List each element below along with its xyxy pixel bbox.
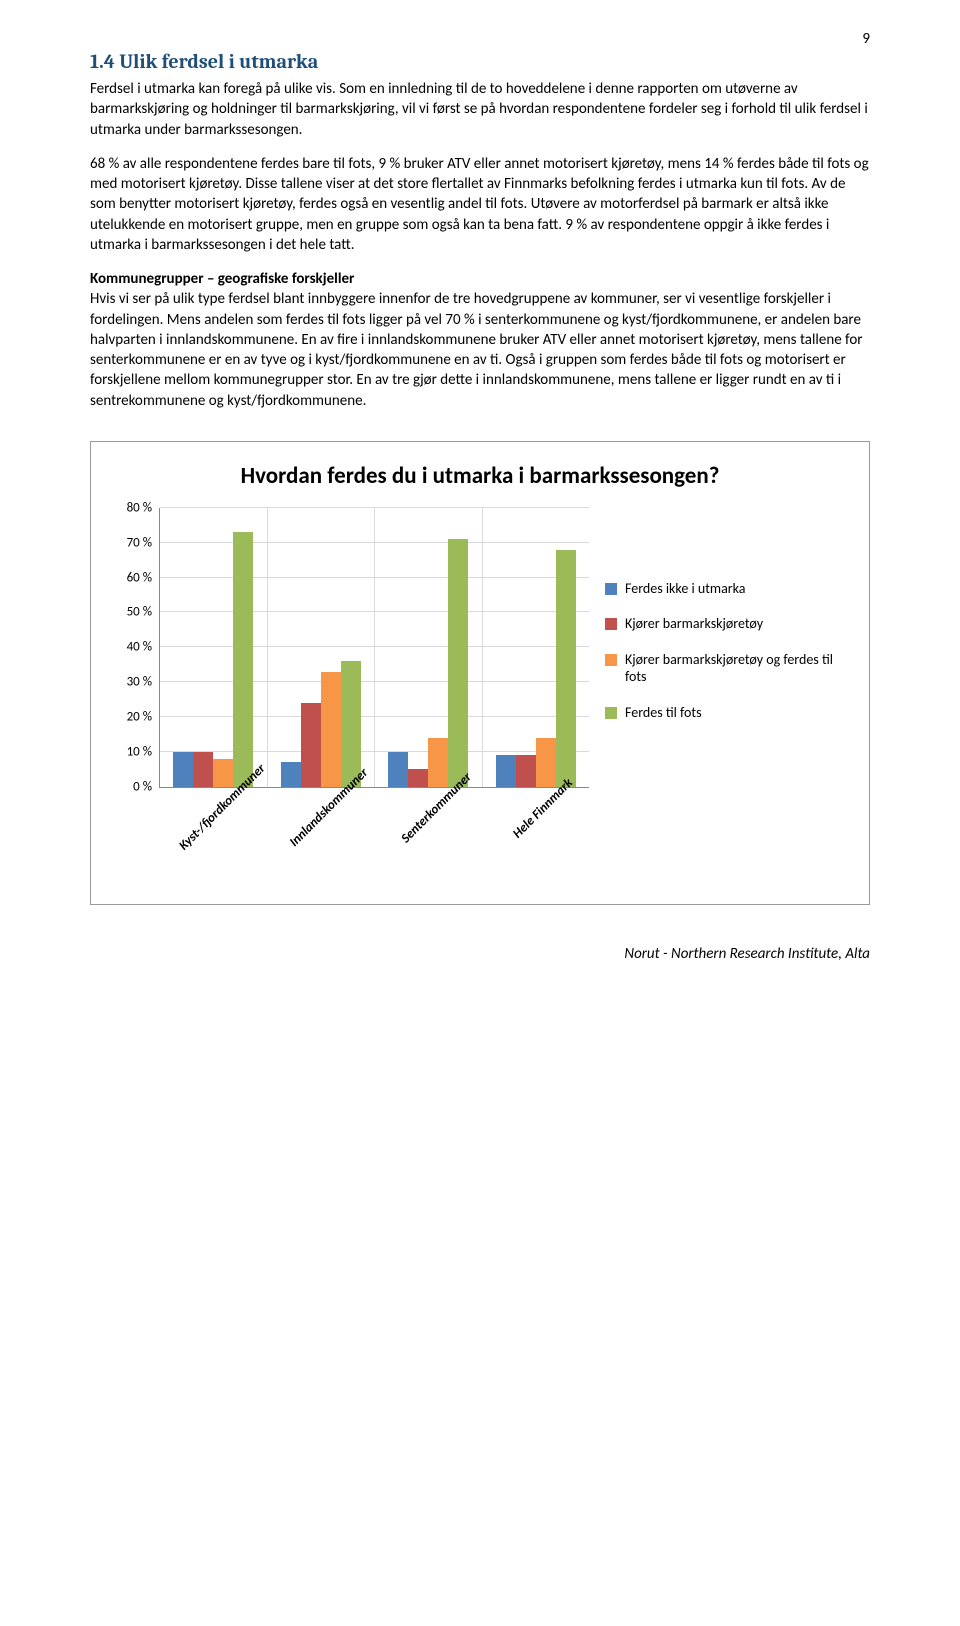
legend-item: Kjører barmarkskjøretøy — [605, 615, 845, 633]
bar — [213, 759, 233, 787]
legend-label: Ferdes til fots — [625, 704, 702, 722]
bar — [496, 755, 516, 786]
bar-group — [160, 508, 268, 787]
x-label-cell: Senterkommuner — [374, 788, 482, 888]
legend-swatch — [605, 618, 617, 630]
legend-item: Kjører barmarkskjøretøy og ferdes til fo… — [605, 651, 845, 686]
bar — [408, 769, 428, 786]
bar-group — [483, 508, 590, 787]
page-number: 9 — [862, 30, 870, 48]
y-tick-label: 70 % — [112, 535, 152, 550]
y-tick-label: 60 % — [112, 570, 152, 585]
legend-swatch — [605, 654, 617, 666]
chart-body: 0 %10 %20 %30 %40 %50 %60 %70 %80 % Kyst… — [115, 508, 845, 888]
legend-item: Ferdes til fots — [605, 704, 845, 722]
para-3-block: Kommunegrupper – geografiske forskjeller… — [90, 269, 870, 411]
legend-label: Kjører barmarkskjøretøy og ferdes til fo… — [625, 651, 845, 686]
bar-groups — [160, 508, 589, 787]
footer-text: Norut - Northern Research Institute, Alt… — [90, 945, 870, 963]
para-3-text: Hvis vi ser på ulik type ferdsel blant i… — [90, 290, 862, 409]
bar — [281, 762, 301, 786]
subheading: Kommunegrupper – geografiske forskjeller — [90, 270, 354, 288]
bar — [556, 550, 576, 787]
x-label-cell: Kyst-/fjordkommuner — [159, 788, 267, 888]
plot-area: 0 %10 %20 %30 %40 %50 %60 %70 %80 % — [159, 508, 589, 788]
bar — [193, 752, 213, 787]
legend-swatch — [605, 707, 617, 719]
legend-swatch — [605, 583, 617, 595]
y-tick-label: 50 % — [112, 605, 152, 620]
bar — [233, 532, 253, 787]
bar — [448, 539, 468, 787]
section-heading: 1.4 Ulik ferdsel i utmarka — [90, 50, 870, 73]
bar — [173, 752, 193, 787]
y-tick-label: 40 % — [112, 640, 152, 655]
bar — [388, 752, 408, 787]
y-tick-label: 20 % — [112, 710, 152, 725]
y-tick-label: 80 % — [112, 500, 152, 515]
bar — [428, 738, 448, 787]
para-1: Ferdsel i utmarka kan foregå på ulike vi… — [90, 79, 870, 140]
chart-title: Hvordan ferdes du i utmarka i barmarksse… — [115, 462, 845, 490]
bar — [301, 703, 321, 787]
para-2: 68 % av alle respondentene ferdes bare t… — [90, 154, 870, 255]
x-label-cell: Hele Finnmark — [482, 788, 590, 888]
x-axis-labels: Kyst-/fjordkommunerInnlandskommunerSente… — [159, 788, 589, 888]
plot-region: 0 %10 %20 %30 %40 %50 %60 %70 %80 % Kyst… — [115, 508, 589, 888]
bar-group — [375, 508, 483, 787]
x-label-cell: Innlandskommuner — [267, 788, 375, 888]
bar — [321, 672, 341, 787]
legend: Ferdes ikke i utmarka Kjører barmarkskjør… — [605, 508, 845, 888]
legend-label: Kjører barmarkskjøretøy — [625, 615, 763, 633]
bar — [516, 755, 536, 786]
y-tick-label: 0 % — [112, 779, 152, 794]
legend-label: Ferdes ikke i utmarka — [625, 580, 746, 598]
chart-container: Hvordan ferdes du i utmarka i barmarksse… — [90, 441, 870, 905]
y-tick-label: 10 % — [112, 744, 152, 759]
bar-group — [268, 508, 376, 787]
bar — [536, 738, 556, 787]
y-tick-label: 30 % — [112, 675, 152, 690]
legend-item: Ferdes ikke i utmarka — [605, 580, 845, 598]
